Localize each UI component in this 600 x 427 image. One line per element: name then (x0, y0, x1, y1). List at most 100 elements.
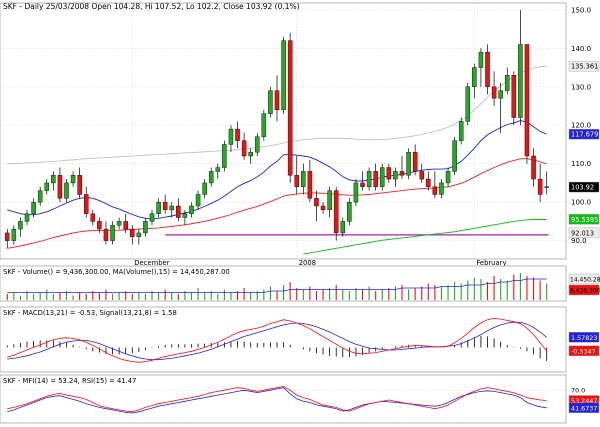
candle-body (110, 225, 115, 241)
candle-body (491, 86, 497, 99)
candle-body (281, 40, 286, 111)
y-tick-label: 150.0 (571, 6, 591, 14)
value-badge-label: 103.92 (571, 184, 594, 192)
value-badge-label: 92.013 (571, 229, 594, 237)
candle-body (531, 155, 536, 180)
ma-slow-line (303, 219, 547, 255)
macd-line (7, 317, 548, 363)
macd-badges: 1.57823 -0.5347 (568, 332, 600, 357)
volume-ma-line (7, 278, 547, 293)
candle-body (37, 190, 43, 203)
volume-badges: 14,450,287 9,436,300 (568, 273, 600, 296)
value-badge-label: 95.5395 (571, 216, 598, 224)
mfi-line (7, 386, 547, 413)
candle-body (518, 44, 523, 118)
candle-body (380, 167, 385, 187)
candle-body (360, 182, 365, 187)
value-badge (568, 227, 600, 239)
candle-body (320, 205, 326, 211)
candle-body (255, 136, 260, 153)
value-badge (568, 128, 600, 140)
candle-body (452, 140, 457, 172)
candle-body (307, 171, 313, 199)
x-tick-label: February (476, 259, 506, 267)
candle-body (340, 221, 346, 234)
candle-body (353, 182, 359, 203)
candle-body (64, 182, 69, 199)
volume-badge-label: 14,450,287 (570, 277, 600, 284)
candle-body (472, 67, 477, 87)
value-badge (568, 181, 600, 193)
candle-body (31, 201, 36, 214)
candle-body (116, 221, 122, 226)
candle-body (18, 221, 23, 230)
volume-panel-frame (0, 265, 567, 302)
candle-body (366, 171, 372, 187)
volume-bars (6, 273, 548, 300)
candle-body (235, 128, 240, 141)
candle-body (130, 228, 135, 237)
candle-body (347, 201, 352, 222)
candle-body (70, 175, 76, 184)
y-tick-label: 120.0 (571, 122, 591, 130)
candle-body (208, 171, 214, 184)
candle-body (406, 151, 411, 176)
candle-body (241, 140, 247, 157)
y-tick-label: 90.0 (571, 237, 587, 245)
macd-badge-label: -0.5347 (571, 347, 596, 355)
candle-body (544, 186, 549, 188)
candle-body (261, 113, 267, 137)
mfi-rsi-badge-label: 53.2447 (571, 397, 597, 405)
candle-body (294, 175, 299, 187)
value-badge (568, 60, 600, 72)
candle-body (90, 213, 96, 222)
candle-body (228, 128, 234, 145)
price-panel-frame (0, 2, 567, 260)
candle-body (169, 205, 174, 211)
ma-long-line (7, 65, 547, 165)
candle-body (97, 221, 102, 230)
candle-body (426, 178, 431, 187)
candle-body (156, 201, 161, 214)
candle-body (274, 90, 280, 111)
mfi-rsi-lines (0, 386, 566, 414)
mfi-rsi-panel-frame (0, 374, 567, 424)
rsi-line (7, 387, 547, 414)
value-badge (568, 214, 600, 225)
candle-body (498, 90, 503, 99)
candle-body (103, 228, 109, 241)
candle-body (182, 213, 188, 218)
candle-body (458, 121, 464, 141)
candle-body (248, 151, 253, 157)
price-candles (5, 9, 549, 249)
y-tick-label: 140.0 (571, 45, 591, 53)
macd-lines (6, 317, 548, 363)
candle-body (176, 205, 181, 218)
candle-body (537, 178, 543, 195)
candle-body (478, 51, 484, 68)
candle-body (215, 167, 221, 172)
candle-body (44, 182, 49, 191)
candle-body (393, 171, 398, 180)
candle-body (524, 44, 530, 157)
candle-body (5, 232, 10, 241)
candle-body (386, 167, 392, 180)
candle-body (83, 194, 89, 214)
value-badge-label: 117.679 (571, 131, 598, 139)
volume-badge (568, 273, 600, 285)
volume-title: SKF - Volume() = 9,436,300.00, MA(Volume… (3, 268, 230, 276)
candle-body (439, 182, 444, 195)
price-panel: 90.0 100.0 110.0 120.0 130.0 140.0 150.0 135.36… (0, 2, 600, 260)
candle-body (11, 228, 17, 241)
mfi-rsi-title: SKF - MFI(14) = 53.24, RSI(15) = 41.47 (3, 377, 136, 385)
candle-body (189, 205, 194, 214)
candle-body (57, 175, 63, 199)
mfi-rsi-badge (568, 402, 600, 413)
mfi-rsi-badge (569, 385, 599, 396)
candle-body (333, 190, 339, 234)
candle-body (445, 171, 451, 184)
y-tick-label: 130.0 (571, 83, 591, 91)
candle-body (136, 232, 142, 237)
